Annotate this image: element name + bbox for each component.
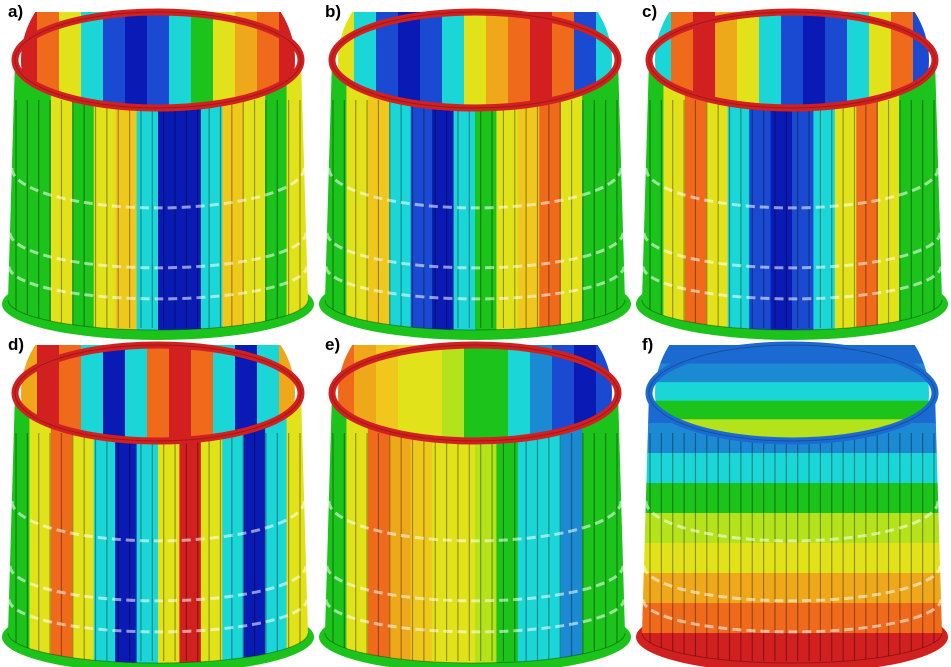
panel-d: d) xyxy=(0,333,317,667)
panel-b: b) xyxy=(317,0,634,340)
outer-wall xyxy=(642,60,942,330)
panel-a: a) xyxy=(0,0,317,340)
panel-b-label: b) xyxy=(325,2,342,21)
top-rim xyxy=(645,341,939,445)
panel-a-label: a) xyxy=(8,2,24,21)
panel-e: e) xyxy=(317,333,634,667)
cylinder-a-figure xyxy=(2,8,314,340)
cylinder-f-figure xyxy=(636,341,948,667)
top-rim xyxy=(328,341,622,445)
top-rim xyxy=(11,341,305,445)
outer-wall xyxy=(325,60,625,330)
panel-e-label: e) xyxy=(325,335,341,354)
outer-wall xyxy=(325,393,625,663)
cylinder-d-figure xyxy=(2,341,314,667)
cylinder-c-figure xyxy=(636,8,948,340)
outer-wall xyxy=(8,393,308,663)
cylinder-e-figure xyxy=(319,341,631,667)
top-rim xyxy=(328,8,622,112)
panel-f-label: f) xyxy=(642,335,654,354)
top-rim xyxy=(11,8,305,112)
panel-d-label: d) xyxy=(8,335,25,354)
outer-wall xyxy=(8,60,308,330)
panel-c: c) xyxy=(634,0,951,340)
panel-f: f) xyxy=(634,333,951,667)
cylinder-b-figure xyxy=(319,8,631,340)
top-rim xyxy=(645,8,939,112)
panel-c-label: c) xyxy=(642,2,658,21)
